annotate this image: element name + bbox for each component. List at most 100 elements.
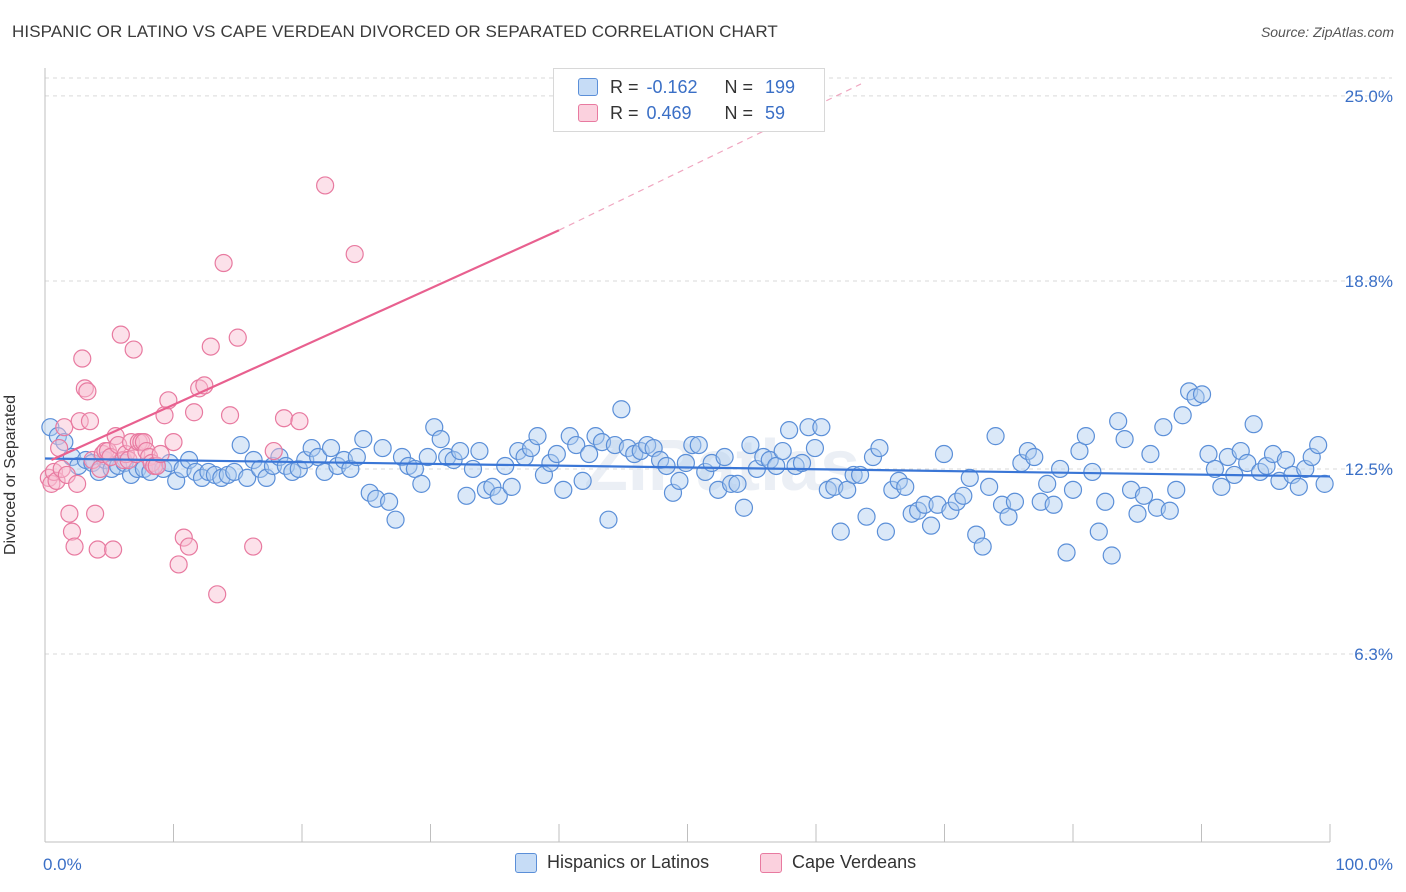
point-hispanic (347, 447, 366, 467)
point-hispanic (1044, 495, 1063, 514)
point-hispanic (1005, 492, 1025, 511)
point-capeverdean (316, 176, 335, 195)
point-hispanic (431, 430, 450, 449)
point-hispanic (470, 441, 489, 461)
point-hispanic (380, 492, 399, 511)
point-hispanic (941, 501, 960, 520)
point-hispanic (876, 522, 895, 541)
point-hispanic (870, 438, 889, 458)
point-hispanic (734, 498, 754, 517)
point-hispanic (1167, 480, 1186, 499)
point-hispanic (683, 435, 702, 455)
point-hispanic (502, 477, 521, 496)
bottom-legend-hispanic: Hispanics or Latinos (515, 852, 709, 873)
point-hispanic (547, 444, 566, 464)
point-hispanic (1115, 430, 1134, 449)
point-hispanic (689, 435, 708, 455)
point-hispanic (980, 477, 999, 496)
point-hispanic (1134, 486, 1154, 505)
point-hispanic (1309, 435, 1328, 455)
y-tick-label: 18.8% (1345, 272, 1393, 291)
point-hispanic (960, 468, 979, 488)
point-capeverdean (169, 555, 188, 574)
point-hispanic (676, 453, 695, 473)
point-hispanic (954, 486, 973, 505)
point-hispanic (1276, 450, 1296, 470)
point-hispanic (302, 438, 321, 458)
point-hispanic (792, 453, 812, 473)
legend-n-label: N = (724, 76, 754, 97)
point-hispanic (999, 507, 1018, 526)
point-hispanic (670, 471, 689, 490)
point-hispanic (289, 459, 308, 479)
grid-lines (45, 77, 1392, 655)
point-capeverdean (244, 537, 263, 556)
legend-r-label: R = (610, 76, 639, 97)
trend-line-hispanic (44, 457, 1331, 478)
point-hispanic (1205, 459, 1225, 479)
legend-row-hispanic: R = -0.162 N = 199 (578, 75, 795, 99)
point-hispanic (1076, 427, 1096, 446)
point-capeverdean (70, 412, 89, 431)
point-hispanic (715, 447, 734, 467)
y-axis-label: Divorced or Separated (2, 394, 19, 555)
point-capeverdean (65, 537, 84, 556)
point-capeverdean (121, 432, 141, 452)
point-hispanic (1025, 447, 1044, 467)
point-hispanic (773, 441, 792, 461)
point-hispanic (1173, 406, 1192, 425)
bottom-legend-swatch-blue (515, 852, 537, 873)
bottom-legend-label: Cape Verdeans (792, 852, 917, 872)
point-hispanic (1038, 474, 1057, 493)
legend-n-value: 59 (765, 102, 786, 123)
point-hispanic (799, 418, 818, 437)
point-capeverdean (208, 585, 227, 604)
bottom-legend-swatch-pink (760, 852, 782, 873)
point-capeverdean (91, 459, 110, 479)
point-capeverdean (55, 418, 74, 437)
point-hispanic (863, 447, 883, 467)
point-capeverdean (52, 459, 71, 479)
legend-n-value: 199 (765, 76, 796, 97)
point-hispanic (805, 438, 825, 458)
point-hispanic (1102, 546, 1121, 565)
legend-n-label: N = (724, 102, 754, 123)
point-hispanic (392, 447, 412, 467)
point-capeverdean (274, 409, 294, 428)
point-hispanic (580, 444, 599, 464)
point-capeverdean (104, 540, 123, 559)
point-capeverdean (75, 379, 94, 398)
point-hispanic (599, 510, 618, 529)
point-hispanic (1289, 477, 1308, 496)
point-hispanic (1057, 543, 1076, 562)
point-hispanic (489, 486, 508, 505)
x-tick-label: 100.0% (1335, 855, 1393, 874)
point-hispanic (1212, 477, 1231, 496)
point-hispanic (1050, 459, 1070, 479)
point-capeverdean (179, 537, 199, 556)
point-hispanic (973, 537, 992, 556)
point-hispanic (321, 438, 341, 458)
point-hispanic (1070, 441, 1089, 461)
point-capeverdean (68, 474, 87, 493)
point-capeverdean (228, 328, 247, 347)
point-capeverdean (147, 456, 166, 476)
point-hispanic (457, 486, 476, 505)
point-hispanic (934, 444, 954, 464)
point-capeverdean (57, 465, 76, 485)
point-hispanic (244, 450, 263, 470)
source-label: Source: ZipAtlas.com (1260, 24, 1394, 40)
tick-labels: 6.3% 12.5% 18.8% 25.0% 0.0% 100.0% (43, 87, 1393, 874)
y-tick-label: 6.3% (1354, 645, 1393, 664)
point-capeverdean (201, 337, 220, 356)
point-hispanic (831, 522, 850, 541)
point-hispanic (418, 447, 437, 467)
trend-line-capeverdean (50, 229, 560, 462)
point-hispanic (767, 456, 786, 476)
point-hispanic (721, 474, 741, 493)
point-hispanic (528, 427, 547, 446)
point-hispanic (1192, 385, 1212, 404)
point-capeverdean (214, 253, 233, 273)
point-capeverdean (78, 382, 97, 401)
point-capeverdean (42, 474, 61, 493)
